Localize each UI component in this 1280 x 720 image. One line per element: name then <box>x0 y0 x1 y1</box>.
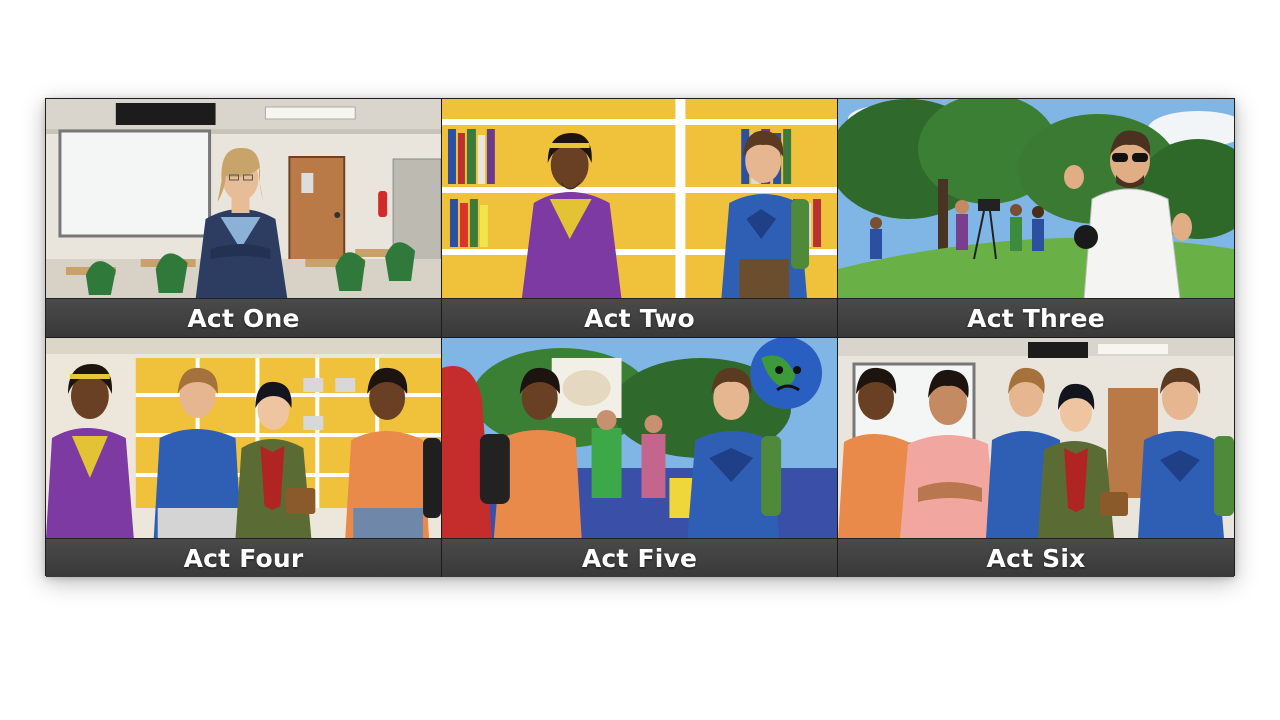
act-title: Act Three <box>967 303 1105 333</box>
act-card-two[interactable]: Act Two <box>442 99 838 338</box>
act-grid: Act One <box>45 98 1235 577</box>
act-title: Act One <box>187 303 300 333</box>
classroom-group-scene <box>46 338 441 538</box>
act-card-five[interactable]: Act Five <box>442 338 838 577</box>
act-caption: Act Five <box>442 538 837 577</box>
act-caption: Act Two <box>442 298 837 337</box>
act-card-three[interactable]: Act Three <box>838 99 1234 338</box>
act-caption: Act Six <box>838 538 1234 577</box>
act-card-six[interactable]: Act Six <box>838 338 1234 577</box>
act-caption: Act One <box>46 298 441 337</box>
act-title: Act Two <box>584 303 695 333</box>
act-card-one[interactable]: Act One <box>46 99 442 338</box>
act-caption: Act Three <box>838 298 1234 337</box>
act-caption: Act Four <box>46 538 441 577</box>
classroom-scene <box>46 99 441 299</box>
act-title: Act Five <box>581 543 698 573</box>
library-scene <box>442 99 837 299</box>
act-title: Act Four <box>183 543 304 573</box>
park-scene <box>838 99 1234 299</box>
group-scene <box>838 338 1234 538</box>
fair-scene <box>442 338 837 538</box>
act-card-four[interactable]: Act Four <box>46 338 442 577</box>
act-title: Act Six <box>986 543 1086 573</box>
